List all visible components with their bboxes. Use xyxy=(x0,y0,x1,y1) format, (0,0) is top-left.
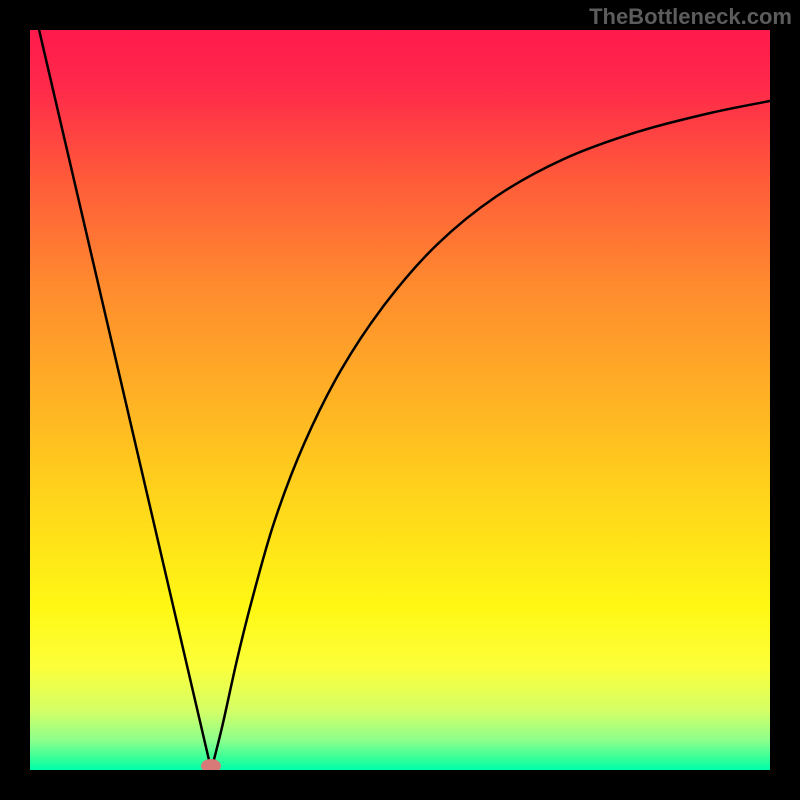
watermark-text: TheBottleneck.com xyxy=(589,4,792,30)
plot-area xyxy=(30,30,770,770)
optimum-marker xyxy=(201,759,221,770)
bottleneck-curve xyxy=(30,30,770,770)
